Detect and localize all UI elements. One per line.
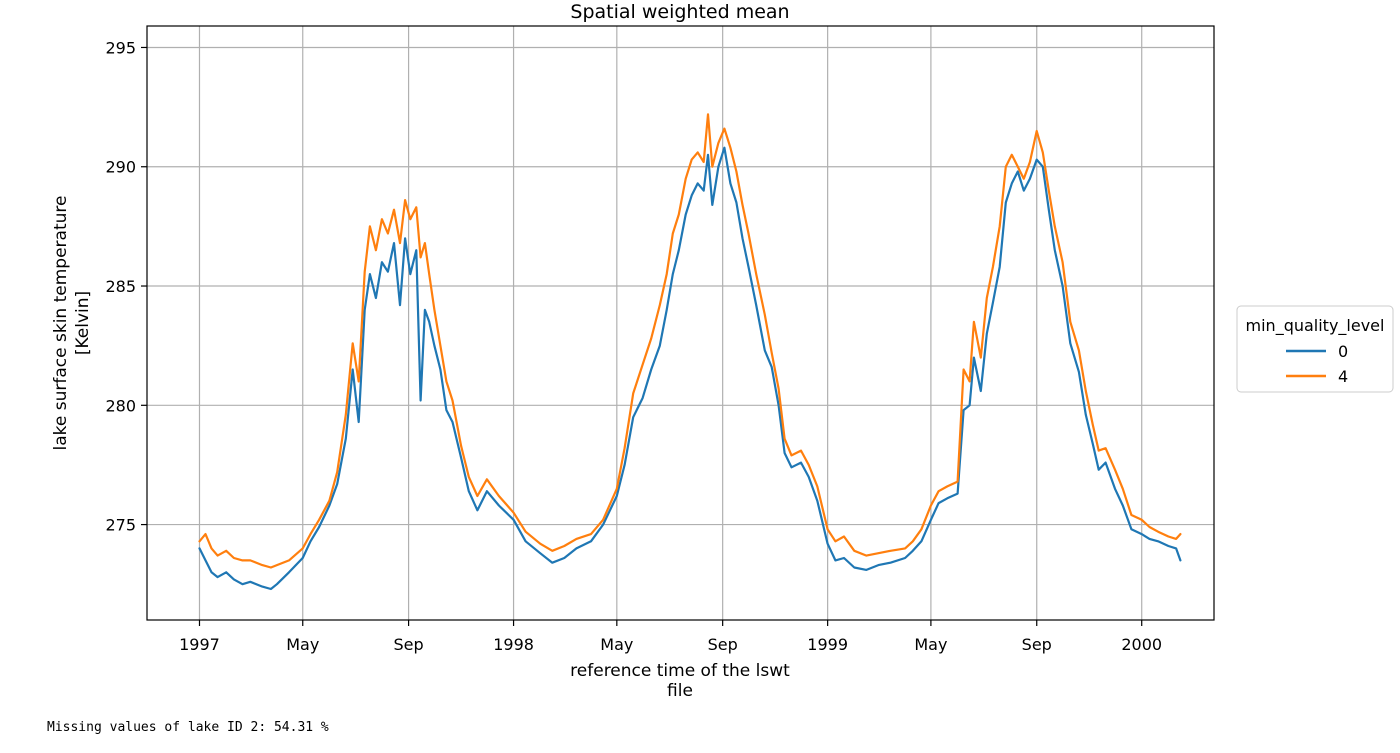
y-axis-title-line-1: lake surface skin temperature: [51, 196, 71, 451]
y-tick-label: 285: [105, 277, 136, 296]
x-tick-label: Sep: [394, 635, 424, 654]
chart-title: Spatial weighted mean: [570, 1, 789, 23]
legend-label-1: 4: [1338, 367, 1348, 386]
y-axis-title-line-2: [Kelvin]: [73, 291, 93, 355]
legend-label-0: 0: [1338, 342, 1348, 361]
chart: Spatial weighted mean 1997 May Sep 1998 May S…: [51, 1, 1394, 701]
series-line-4: [198, 113, 1182, 569]
x-tick-label: May: [914, 635, 947, 654]
x-tick-label: 1997: [179, 635, 220, 654]
x-axis-title-line-1: reference time of the lswt: [570, 661, 790, 681]
x-tick-label: 1999: [807, 635, 848, 654]
cell-output-text: Missing values of lake ID 2: 54.31 %: [47, 720, 329, 735]
y-tick-label: 275: [105, 516, 136, 535]
plot-frame: [146, 25, 1215, 621]
grid: [147, 26, 1214, 620]
y-tick-label: 280: [105, 396, 136, 415]
series-line-0: [198, 146, 1182, 591]
y-tick-label: 290: [105, 158, 136, 177]
x-tick-label: May: [600, 635, 633, 654]
y-axis: 275 280 285 290 295: [105, 38, 147, 535]
legend-box: [1236, 305, 1394, 393]
x-tick-label: 2000: [1121, 635, 1162, 654]
series-layer: [198, 113, 1182, 591]
x-tick-label: 1998: [493, 635, 534, 654]
x-axis: 1997 May Sep 1998 May Sep 1999 May Sep 2000: [179, 620, 1162, 654]
legend: min_quality_level 0 4: [1236, 305, 1394, 393]
y-tick-label: 295: [105, 38, 136, 57]
x-tick-label: Sep: [1022, 635, 1052, 654]
x-tick-label: Sep: [708, 635, 738, 654]
x-tick-label: May: [286, 635, 319, 654]
x-axis-title-line-2: file: [667, 681, 693, 701]
legend-title: min_quality_level: [1246, 316, 1385, 336]
